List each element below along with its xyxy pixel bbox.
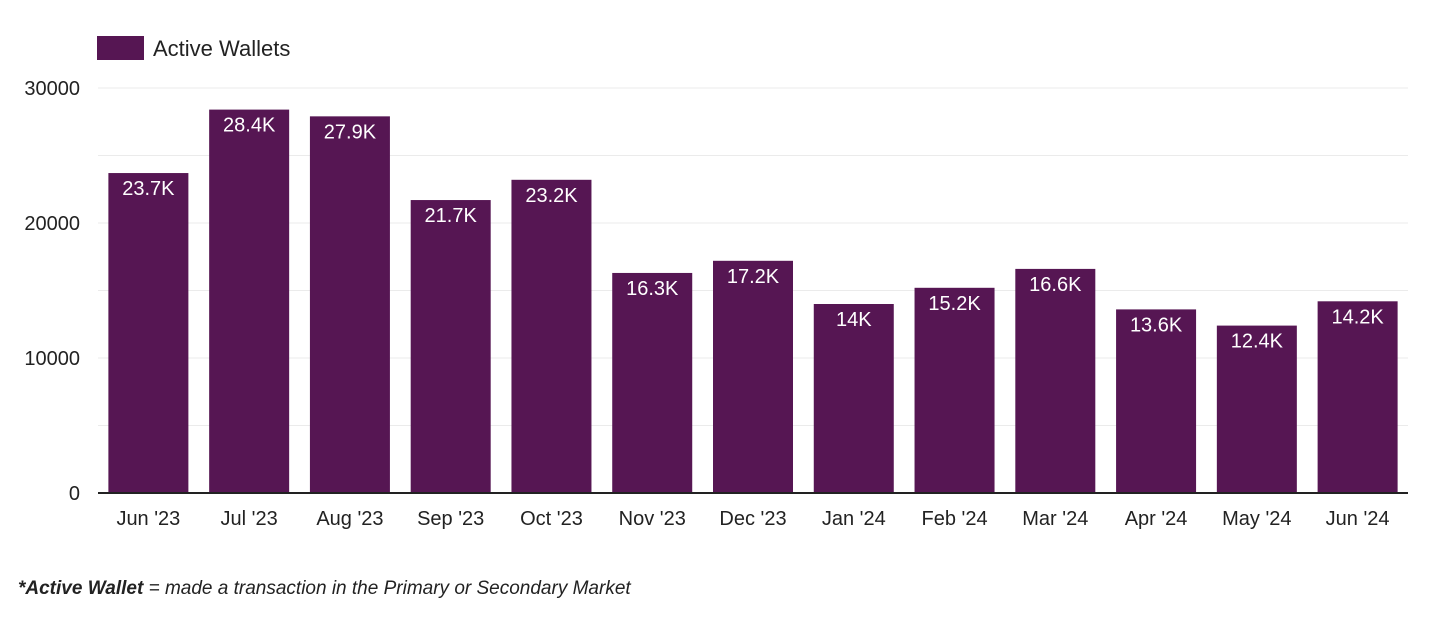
bar-value-label: 16.3K	[626, 278, 679, 300]
bar	[309, 116, 390, 493]
bar	[410, 200, 491, 494]
x-tick-label: Nov '23	[619, 508, 686, 530]
x-tick-label: Sep '23	[417, 508, 484, 530]
x-tick-label: Aug '23	[316, 508, 383, 530]
bars: 23.7K 28.4K 27.9K 21.7K 23.2K 16.3K 17.2K 14K 15…	[108, 109, 1398, 494]
bar-value-label: 14.2K	[1331, 306, 1384, 328]
bar	[1317, 301, 1398, 493]
x-tick-label: Feb '24	[921, 508, 987, 530]
y-tick-label: 30000	[24, 78, 80, 100]
bar	[1015, 268, 1096, 493]
bar	[511, 179, 592, 494]
y-tick-label: 10000	[24, 348, 80, 370]
bar	[1216, 325, 1297, 493]
x-tick-label: Jun '24	[1326, 508, 1390, 530]
bar	[914, 287, 995, 493]
bar	[713, 260, 793, 493]
bar	[108, 173, 189, 494]
footnote-definition: = made a transaction in the Primary or S…	[143, 578, 631, 599]
x-tick-label: Oct '23	[520, 508, 583, 530]
x-tick-label: May '24	[1222, 508, 1291, 530]
bar	[209, 109, 290, 493]
bar	[813, 304, 894, 493]
legend: Active Wallets	[97, 36, 290, 61]
x-tick-label: Jun '23	[116, 508, 180, 530]
bar-value-label: 12.4K	[1231, 331, 1284, 353]
bar	[612, 272, 693, 493]
bar-value-label: 23.7K	[122, 178, 175, 200]
x-tick-label: Jul '23	[221, 508, 278, 530]
y-axis: 0 10000 20000 30000	[24, 78, 80, 505]
bar	[1116, 309, 1197, 493]
bar-value-label: 16.6K	[1029, 274, 1082, 296]
bar-value-label: 21.7K	[425, 205, 478, 227]
footnote: *Active Wallet = made a transaction in t…	[18, 578, 631, 600]
bar-value-label: 28.4K	[223, 115, 276, 137]
x-tick-label: Mar '24	[1022, 508, 1088, 530]
bar-value-label: 23.2K	[525, 185, 578, 207]
bar-value-label: 15.2K	[928, 293, 981, 315]
x-axis: Jun '23 Jul '23 Aug '23 Sep '23 Oct '23 Nov '…	[98, 492, 1408, 530]
x-tick-label: Jan '24	[822, 508, 886, 530]
bar-value-label: 13.6K	[1130, 314, 1183, 336]
footnote-term: *Active Wallet	[18, 578, 144, 599]
bar-value-label: 27.9K	[324, 121, 377, 143]
y-tick-label: 20000	[24, 213, 80, 235]
x-tick-label: Dec '23	[719, 508, 786, 530]
legend-label: Active Wallets	[153, 36, 290, 61]
legend-swatch	[97, 36, 144, 60]
bar-value-label: 17.2K	[727, 266, 780, 288]
y-tick-label: 0	[69, 483, 80, 505]
bar-value-label: 14K	[836, 309, 872, 331]
x-tick-label: Apr '24	[1125, 508, 1188, 530]
